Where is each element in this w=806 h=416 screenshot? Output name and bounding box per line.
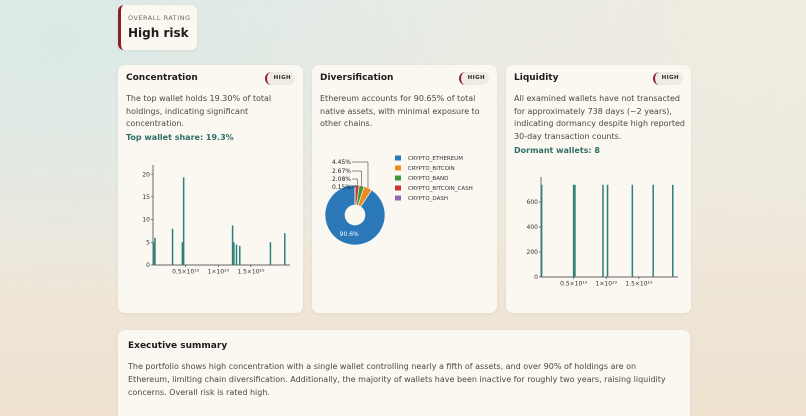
bar: [239, 245, 241, 265]
legend-label: CRYPTO_BITCOIN: [408, 166, 455, 172]
x-tick-label: 0.5×10¹⁹: [172, 269, 200, 276]
card-title: Liquidity: [514, 73, 559, 83]
risk-badge: HIGH: [264, 72, 295, 85]
card-metric: Dormant wallets: 8: [514, 146, 600, 155]
pie-label: 0.15%: [332, 184, 351, 191]
diversification-chart: 90.6% 4.45% 2.67%2.08%0.15% CRYPTO_ETHEREUM…: [324, 155, 473, 246]
y-tick-label: 20: [142, 171, 150, 178]
card-title: Concentration: [126, 73, 198, 83]
x-tick-label: 0.5×10¹⁹: [560, 281, 588, 288]
pie-slice: [324, 184, 386, 246]
x-tick-label: 1.5×10¹⁹: [625, 281, 653, 288]
card-metric: Top wallet share: 19.3%: [126, 133, 234, 142]
legend-label: CRYPTO_DASH: [408, 196, 448, 202]
bar: [602, 184, 604, 277]
bar: [574, 184, 576, 277]
pie-label: 4.45%: [332, 159, 351, 166]
bar: [540, 184, 543, 277]
executive-summary: Executive summary The portfolio shows hi…: [118, 330, 690, 416]
concentration-card: Concentration HIGH The top wallet holds …: [118, 65, 303, 313]
summary-title: Executive summary: [128, 341, 228, 351]
bar: [152, 242, 155, 265]
bar: [572, 184, 575, 277]
overall-rating-card: OVERALL RATING High risk: [118, 5, 197, 50]
y-tick-label: 200: [527, 249, 539, 256]
y-tick-label: 5: [146, 239, 150, 246]
legend-swatch: [395, 195, 401, 201]
card-description: The top wallet holds 19.30% of total hol…: [126, 94, 272, 129]
x-tick-label: 1×10¹⁹: [208, 269, 230, 276]
pie-leader: [352, 170, 362, 186]
legend-swatch: [395, 155, 401, 161]
x-tick-label: 1×10¹⁹: [596, 281, 618, 288]
bar: [154, 237, 156, 265]
pie-label: 2.08%: [332, 176, 351, 183]
liquidity-chart: 0 200 400 600 0.5×10¹⁹ 1×10¹⁹ 1.5×10¹⁹: [527, 177, 678, 288]
overall-rating-value: High risk: [128, 26, 189, 40]
bar: [182, 177, 185, 265]
bar: [171, 228, 174, 265]
pie-label: 90.6%: [340, 231, 359, 238]
y-tick-label: 10: [142, 217, 150, 224]
legend-label: CRYPTO_ETHEREUM: [408, 156, 463, 162]
card-description: All examined wallets have not transacted…: [514, 94, 685, 141]
legend-label: CRYPTO_BITCOIN_CASH: [408, 186, 473, 192]
bar: [269, 242, 272, 265]
bar: [652, 184, 654, 277]
card-description: Ethereum accounts for 90.65% of total na…: [320, 94, 480, 129]
bar: [233, 242, 235, 265]
bar: [606, 184, 609, 277]
pie-leader: [352, 185, 356, 188]
bar: [235, 244, 238, 265]
bar: [181, 242, 184, 265]
pie-label: 2.67%: [332, 168, 351, 175]
pie-leader: [352, 161, 369, 188]
bar: [231, 225, 234, 265]
bar: [672, 184, 674, 277]
x-tick-label: 1.5×10¹⁹: [237, 269, 265, 276]
liquidity-card: Liquidity HIGH All examined wallets have…: [506, 65, 691, 313]
risk-badge: HIGH: [458, 72, 489, 85]
legend-swatch: [395, 175, 401, 181]
y-tick-label: 400: [527, 224, 539, 231]
card-title: Diversification: [320, 73, 394, 83]
legend-swatch: [395, 165, 401, 171]
concentration-chart: 0 5 10 15 20 0.5×10¹⁹ 1×10¹⁹ 1.5×10¹⁹: [142, 165, 290, 276]
risk-badge: HIGH: [652, 72, 683, 85]
y-tick-label: 0: [146, 262, 150, 269]
diversification-card: Diversification HIGH Ethereum accounts f…: [312, 65, 497, 313]
pie-leader: [352, 178, 358, 186]
summary-text: The portfolio shows high concentration w…: [128, 362, 666, 397]
legend-swatch: [395, 185, 401, 191]
overall-rating-label: OVERALL RATING: [128, 14, 191, 22]
y-tick-label: 0: [534, 274, 538, 281]
legend-label: CRYPTO_BAND: [408, 176, 448, 182]
y-tick-label: 15: [142, 194, 150, 201]
y-tick-label: 600: [527, 199, 539, 206]
bar: [284, 233, 286, 265]
bar: [631, 184, 634, 277]
